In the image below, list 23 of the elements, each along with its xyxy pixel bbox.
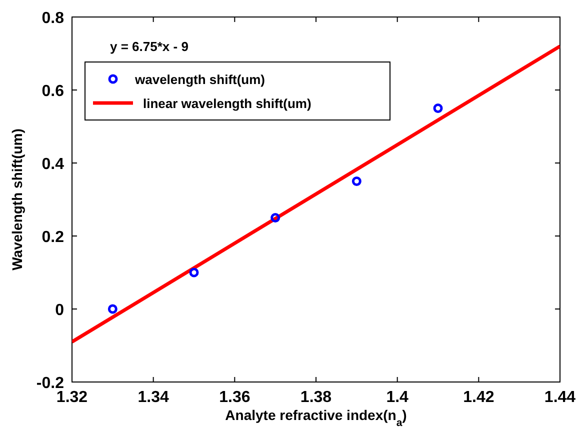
y-tick-label: 0 xyxy=(55,302,64,319)
y-tick-label: 0.8 xyxy=(42,10,64,27)
x-tick-label: 1.32 xyxy=(56,389,88,406)
x-tick-label: 1.42 xyxy=(463,389,494,406)
x-tick-label: 1.36 xyxy=(219,389,250,406)
x-axis-title: Analyte refractive index(n$_{a}$) xyxy=(225,407,407,429)
point xyxy=(189,268,199,278)
x-tick-label: 1.4 xyxy=(386,389,409,406)
y-axis-title: Wavelength shift(um) xyxy=(9,128,25,270)
point xyxy=(270,213,280,222)
x-tick-label: 1.38 xyxy=(300,389,332,406)
point xyxy=(108,304,118,314)
point xyxy=(433,104,443,113)
legend-label: wavelength shift(um) xyxy=(134,72,266,87)
y-tick-label: 0.2 xyxy=(42,229,64,246)
legend-label: linear wavelength shift(um) xyxy=(143,96,312,111)
y-tick-label: 0.4 xyxy=(42,156,64,173)
annotation: y = 6.75*x - 9 xyxy=(110,39,188,54)
point xyxy=(352,176,362,186)
y-tick-label: -0.2 xyxy=(36,375,64,392)
y-tick-label: 0.6 xyxy=(42,83,64,100)
x-tick-label: 1.34 xyxy=(138,389,170,406)
x-tick-label: 1.44 xyxy=(544,389,576,406)
